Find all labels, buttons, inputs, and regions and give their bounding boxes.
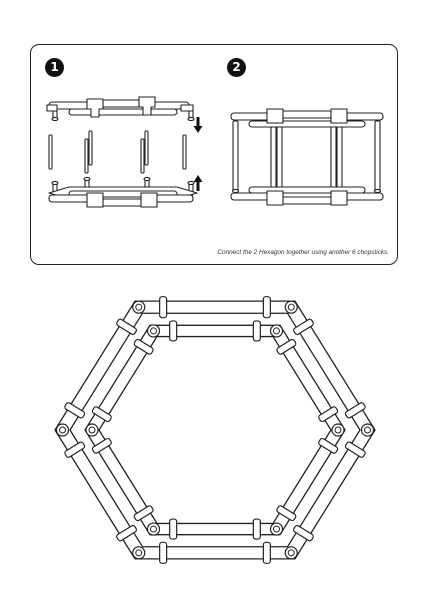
corner-joint-hole	[135, 549, 143, 557]
chopstick-end-cap	[116, 318, 137, 335]
chopstick-end-cap	[276, 338, 297, 355]
chopstick-end-cap	[318, 437, 339, 454]
outer-ring	[54, 300, 376, 560]
step-1-illustration	[46, 96, 198, 208]
corner-joint-hole	[334, 426, 342, 434]
inner-ring	[84, 324, 346, 536]
arrow-down-icon	[193, 117, 203, 133]
chopstick-end-cap	[169, 320, 178, 342]
chopstick-end-cap	[159, 296, 168, 319]
corner-joint-hole	[135, 303, 143, 311]
chopstick-end-cap	[318, 406, 339, 423]
corner-joint-hole	[364, 426, 371, 434]
chopstick-end-cap	[64, 441, 86, 458]
chopstick-end-cap	[252, 518, 261, 540]
chopstick-end-cap	[344, 441, 366, 458]
chopstick-end-cap	[116, 525, 137, 542]
step-2-illustration	[230, 108, 384, 206]
instruction-panel: 1 2	[30, 44, 398, 265]
chopstick-end-cap	[159, 541, 168, 564]
chopstick-end-cap	[64, 402, 86, 419]
chopstick-end-cap	[262, 541, 271, 564]
chopstick-end-cap	[133, 338, 154, 355]
instruction-caption: Connect the 2 Hexagon together using ano…	[217, 249, 389, 256]
bottom-hexagon-frame	[48, 176, 198, 208]
corner-joint-hole	[150, 327, 157, 335]
chopstick-end-cap	[262, 296, 271, 319]
corner-joint-hole	[287, 303, 295, 311]
corner-joint-hole	[59, 426, 66, 434]
corner-joint-hole	[273, 525, 280, 533]
top-hexagon-frame	[46, 96, 195, 122]
chopstick-end-cap	[293, 318, 314, 335]
chopstick-end-cap	[91, 406, 112, 423]
corner-joint-hole	[273, 327, 280, 335]
corner-joint-hole	[88, 426, 96, 434]
chopstick-end-cap	[252, 320, 261, 342]
chopstick-end-cap	[293, 525, 314, 542]
chopstick-end-cap	[276, 505, 297, 522]
chopstick-end-cap	[133, 505, 154, 522]
chopstick-end-cap	[344, 402, 366, 419]
arrow-up-icon	[193, 175, 203, 191]
step-1-badge: 1	[45, 58, 64, 77]
step-2-badge: 2	[227, 58, 246, 77]
corner-joint-hole	[287, 549, 295, 557]
corner-joint-hole	[150, 525, 157, 533]
chopstick-end-cap	[169, 518, 178, 540]
chopstick-end-cap	[91, 437, 112, 454]
loose-chopsticks	[48, 130, 187, 174]
